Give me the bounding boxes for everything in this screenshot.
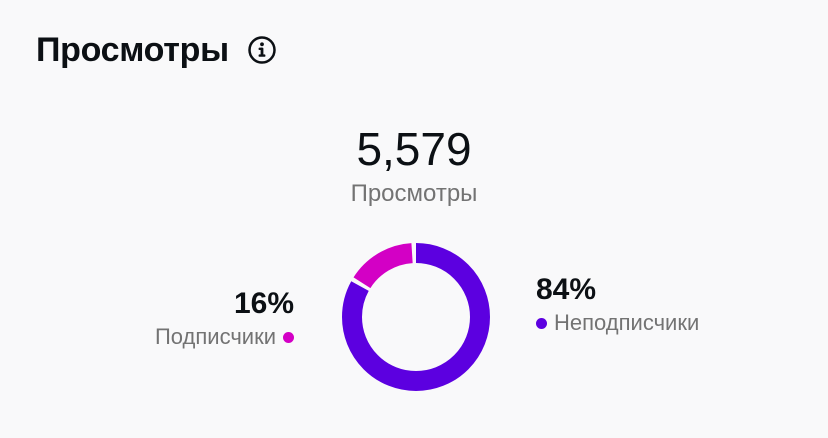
followers-label: Подписчики (154, 324, 276, 349)
non-followers-percent: 84% (536, 273, 597, 306)
non-followers-dot (536, 318, 547, 329)
info-icon[interactable] (247, 35, 277, 65)
legend-followers: 16% Подписчики (155, 284, 294, 350)
followers-dot (283, 331, 294, 343)
followers-percent: 16% (233, 287, 294, 320)
total-views-value: 5,579 (356, 123, 472, 175)
card-header: Просмотры (36, 26, 277, 74)
non-followers-label: Неподписчики (554, 310, 700, 335)
views-donut-chart (341, 243, 490, 391)
legend-non-followers: 84% Неподписчики (536, 270, 726, 336)
card-title: Просмотры (36, 31, 229, 69)
total-views-label: Просмотры (350, 180, 478, 207)
donut-segment-followers (341, 243, 490, 391)
donut-segment-non-followers (342, 243, 490, 391)
